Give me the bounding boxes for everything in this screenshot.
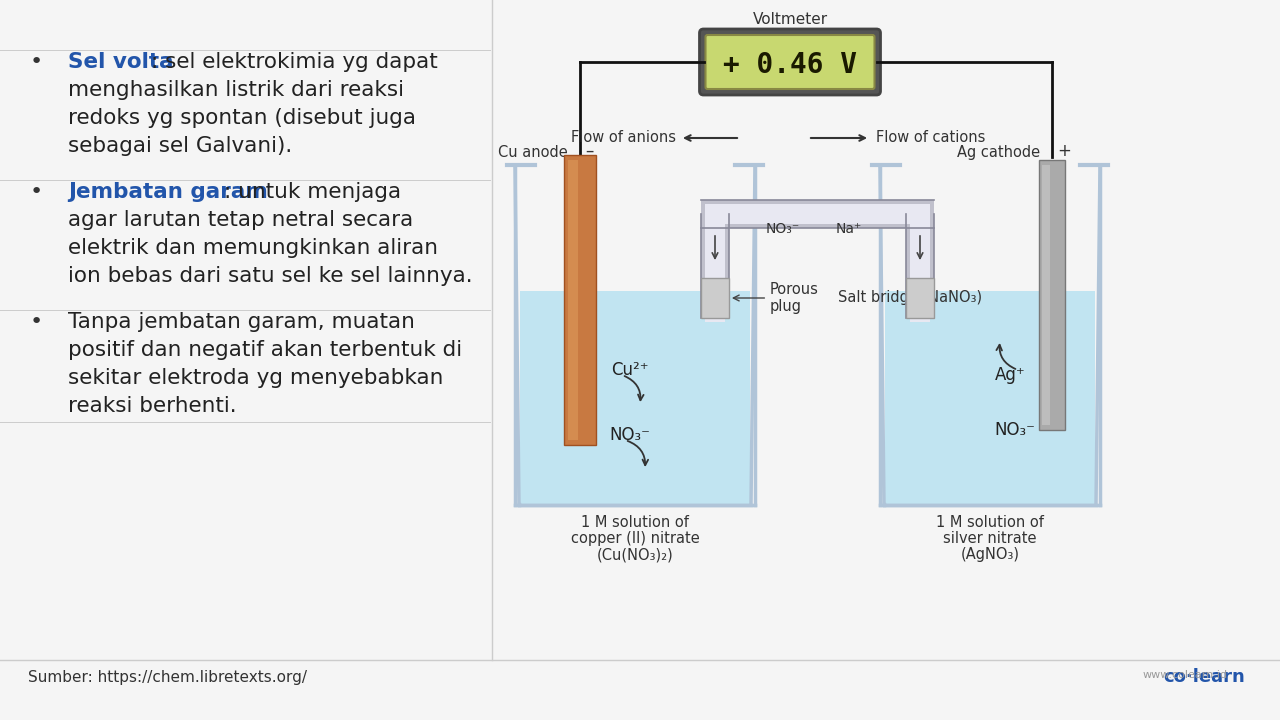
Text: (Cu(NO₃)₂): (Cu(NO₃)₂) <box>596 547 673 562</box>
Bar <box>564 155 596 445</box>
Bar <box>1039 160 1065 430</box>
Bar <box>520 291 750 505</box>
Text: NO₃⁻: NO₃⁻ <box>765 222 800 236</box>
Text: Sel volta: Sel volta <box>68 52 174 72</box>
FancyBboxPatch shape <box>705 35 874 89</box>
Text: positif dan negatif akan terbentuk di: positif dan negatif akan terbentuk di <box>68 340 462 360</box>
Text: •: • <box>29 52 44 72</box>
Bar <box>906 278 934 318</box>
Bar <box>701 278 730 318</box>
Text: : sel elektrokimia yg dapat: : sel elektrokimia yg dapat <box>151 52 438 72</box>
Text: silver nitrate: silver nitrate <box>943 531 1037 546</box>
Bar <box>910 204 931 322</box>
Text: (AgNO₃): (AgNO₃) <box>960 547 1019 562</box>
Text: Na⁺: Na⁺ <box>836 222 861 236</box>
Text: Tanpa jembatan garam, muatan: Tanpa jembatan garam, muatan <box>68 312 415 332</box>
Text: : untuk menjaga: : untuk menjaga <box>224 182 401 202</box>
Text: sekitar elektroda yg menyebabkan: sekitar elektroda yg menyebabkan <box>68 368 443 388</box>
Text: Jembatan garam: Jembatan garam <box>68 182 268 202</box>
Text: •: • <box>29 312 44 332</box>
Bar <box>568 160 579 440</box>
Text: Porous
plug: Porous plug <box>733 282 819 314</box>
Text: NO₃⁻: NO₃⁻ <box>609 426 650 444</box>
Text: Salt bridge (NaNO₃): Salt bridge (NaNO₃) <box>837 290 982 305</box>
Bar <box>705 204 931 224</box>
Text: Voltmeter: Voltmeter <box>753 12 828 27</box>
Text: Cu anode: Cu anode <box>498 145 568 160</box>
Text: –: – <box>585 142 594 160</box>
Bar <box>705 204 724 322</box>
Text: Ag⁺: Ag⁺ <box>995 366 1025 384</box>
Text: sebagai sel Galvani).: sebagai sel Galvani). <box>68 136 292 156</box>
Text: co·learn: co·learn <box>1164 668 1245 686</box>
Bar <box>884 291 1094 505</box>
Text: redoks yg spontan (disebut juga: redoks yg spontan (disebut juga <box>68 108 416 128</box>
Text: agar larutan tetap netral secara: agar larutan tetap netral secara <box>68 210 413 230</box>
Text: Cu²⁺: Cu²⁺ <box>611 361 649 379</box>
Text: 1 Μ solution of: 1 Μ solution of <box>936 515 1044 530</box>
Text: •: • <box>29 182 44 202</box>
Text: Sumber: https://chem.libretexts.org/: Sumber: https://chem.libretexts.org/ <box>28 670 307 685</box>
Text: Ag cathode: Ag cathode <box>957 145 1039 160</box>
Text: Flow of anions: Flow of anions <box>571 130 676 145</box>
Text: NO₃⁻: NO₃⁻ <box>995 421 1036 439</box>
Text: copper (II) nitrate: copper (II) nitrate <box>571 531 699 546</box>
Text: menghasilkan listrik dari reaksi: menghasilkan listrik dari reaksi <box>68 80 404 100</box>
Bar <box>1042 165 1050 425</box>
Text: 1 Μ solution of: 1 Μ solution of <box>581 515 689 530</box>
Text: + 0.46 V: + 0.46 V <box>723 51 858 79</box>
Bar <box>701 200 934 228</box>
Bar <box>906 200 934 318</box>
Text: Flow of cations: Flow of cations <box>876 130 986 145</box>
FancyBboxPatch shape <box>699 29 881 95</box>
Bar <box>701 200 730 318</box>
Text: ion bebas dari satu sel ke sel lainnya.: ion bebas dari satu sel ke sel lainnya. <box>68 266 472 286</box>
Text: www.colearn.id: www.colearn.id <box>1143 670 1228 680</box>
Text: elektrik dan memungkinkan aliran: elektrik dan memungkinkan aliran <box>68 238 438 258</box>
Text: +: + <box>1057 142 1071 160</box>
Text: reaksi berhenti.: reaksi berhenti. <box>68 396 237 416</box>
